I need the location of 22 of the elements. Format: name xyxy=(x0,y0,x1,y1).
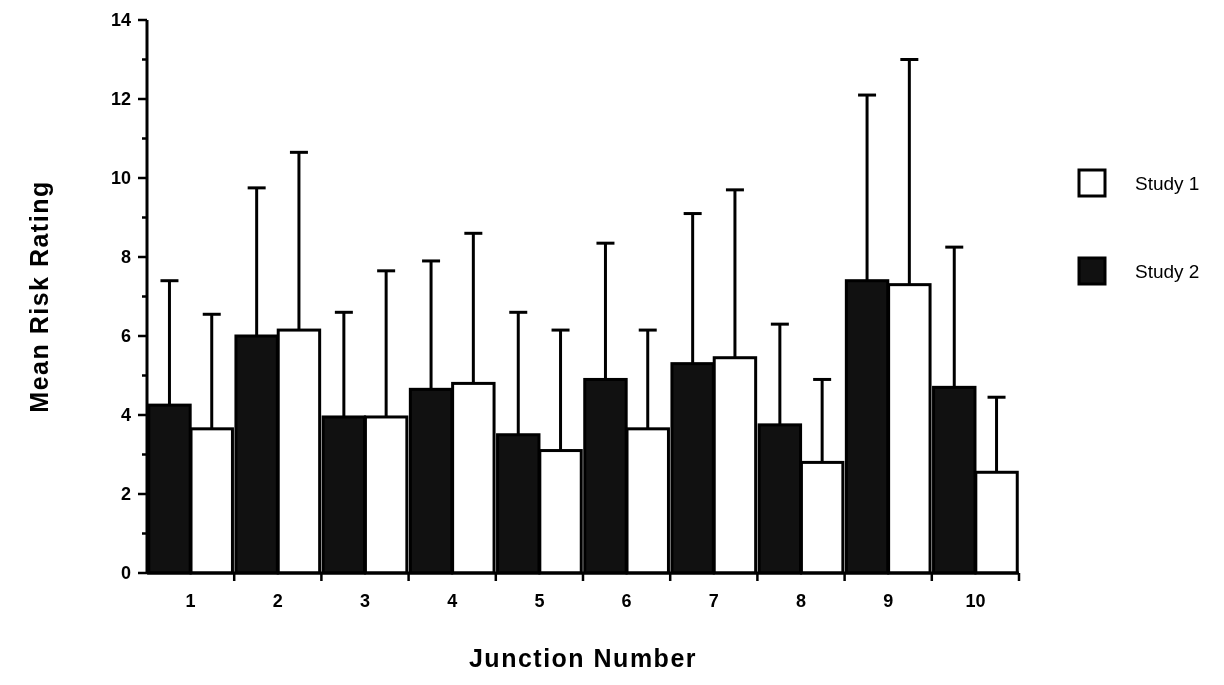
x-tick-label: 2 xyxy=(272,591,283,611)
y-axis-title: Mean Risk Rating xyxy=(25,180,53,413)
legend-label: Study 1 xyxy=(1135,172,1200,194)
x-tick-label: 8 xyxy=(795,591,807,611)
x-tick-label: 3 xyxy=(359,591,371,611)
legend-label: Study 2 xyxy=(1135,260,1200,282)
y-tick-label: 2 xyxy=(120,484,131,505)
y-tick-label: 8 xyxy=(120,247,131,268)
y-tick-label: 14 xyxy=(110,10,131,31)
x-tick-label: 5 xyxy=(534,591,545,611)
x-tick-label: 6 xyxy=(621,591,632,611)
y-tick-label: 12 xyxy=(110,89,131,110)
x-tick-label: 1 xyxy=(185,591,196,611)
y-tick-label: 0 xyxy=(120,563,131,584)
y-tick-label: 10 xyxy=(110,168,131,189)
x-axis-title: Junction Number xyxy=(468,644,698,672)
x-tick-label: 7 xyxy=(708,591,719,611)
x-tick-label: 10 xyxy=(965,591,986,611)
y-tick-label: 6 xyxy=(120,326,131,347)
x-tick-label: 4 xyxy=(447,591,458,611)
x-tick-label: 9 xyxy=(883,591,894,611)
y-tick-label: 4 xyxy=(120,405,131,426)
